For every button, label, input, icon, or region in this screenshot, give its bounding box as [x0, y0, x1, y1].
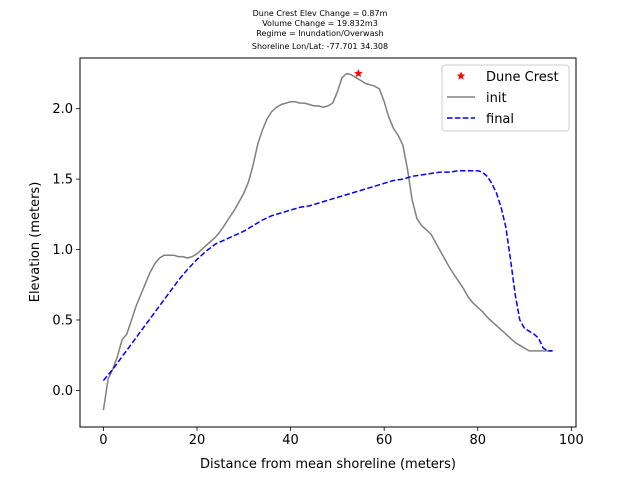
x-tick-label: 0 [99, 433, 107, 448]
y-tick-label: 2.0 [52, 102, 73, 117]
y-tick-label: 0.5 [52, 313, 73, 328]
x-tick-label: 40 [282, 433, 299, 448]
chart-title-line-4: Shoreline Lon/Lat: -77.701 34.308 [251, 42, 389, 51]
y-tick-label: 1.5 [52, 173, 73, 188]
series-line-init [102, 72, 553, 411]
series-layer [102, 72, 553, 411]
series-line-final [102, 169, 553, 381]
x-tick-label: 80 [469, 433, 486, 448]
legend: Dune Crest init final [441, 64, 570, 132]
x-axis-label: Distance from mean shoreline (meters) [200, 457, 456, 472]
y-ticks: 0.0 0.5 1.0 1.5 2.0 [52, 102, 80, 399]
y-tick-label: 1.0 [52, 243, 73, 258]
x-tick-label: 20 [189, 433, 206, 448]
x-ticks: 0 20 40 60 80 100 [99, 427, 584, 448]
chart-title-line-3: Regime = Inundation/Overwash [256, 29, 384, 38]
legend-dune-crest-label: Dune Crest [486, 70, 559, 85]
chart-title-line-1: Dune Crest Elev Change = 0.87m [252, 9, 388, 18]
legend-box [441, 64, 570, 132]
chart-title-line-2: Volume Change = 19.832m3 [262, 19, 378, 28]
dune-crest-marker [353, 68, 363, 78]
y-tick-label: 0.0 [52, 384, 73, 399]
x-tick-label: 60 [376, 433, 393, 448]
y-axis-label: Elevation (meters) [28, 182, 43, 303]
legend-final-label: final [486, 112, 514, 127]
axes-frame [79, 57, 577, 428]
legend-init-label: init [486, 91, 507, 106]
marker-layer [353, 68, 363, 78]
x-tick-label: 100 [559, 433, 584, 448]
legend-dune-crest-marker [456, 71, 466, 80]
